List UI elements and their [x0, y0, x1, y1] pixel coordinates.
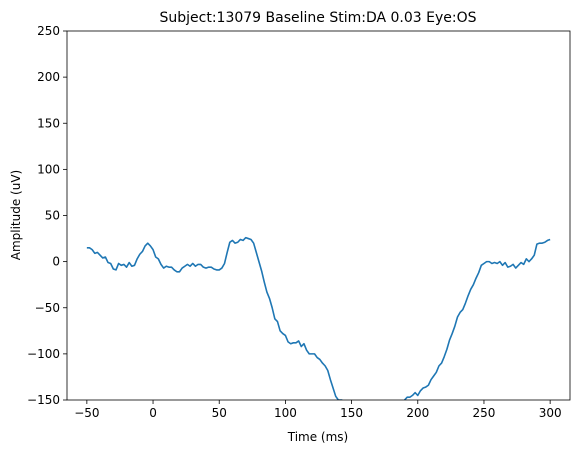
x-tick-label: 250 [473, 406, 496, 420]
y-tick-label: −50 [35, 301, 60, 315]
y-tick-label: 150 [37, 116, 60, 130]
y-tick-label: 250 [37, 24, 60, 38]
x-axis-label: Time (ms) [287, 430, 349, 444]
plot-frame [66, 30, 571, 401]
x-tick-label: 50 [212, 406, 227, 420]
series-line [86, 236, 343, 400]
series-layer [86, 236, 551, 400]
y-tick-label: −150 [27, 393, 60, 407]
y-axis-label: Amplitude (uV) [9, 170, 23, 261]
x-tick-label: 300 [539, 406, 562, 420]
x-axis: −50 0 50 100 150 200 250 300 [74, 400, 562, 420]
y-axis: −150 −100 −50 0 50 100 150 200 250 [27, 24, 67, 407]
y-tick-label: 100 [37, 162, 60, 176]
x-tick-label: 100 [274, 406, 297, 420]
y-tick-label: 200 [37, 70, 60, 84]
x-tick-label: 200 [406, 406, 429, 420]
y-tick-label: −100 [27, 347, 60, 361]
y-tick-label: 0 [52, 255, 60, 269]
series-line [403, 238, 551, 400]
x-tick-label: −50 [74, 406, 99, 420]
y-tick-label: 50 [45, 209, 60, 223]
x-tick-label: 0 [149, 406, 157, 420]
x-tick-label: 150 [340, 406, 363, 420]
chart-title: Subject:13079 Baseline Stim:DA 0.03 Eye:… [159, 10, 476, 26]
